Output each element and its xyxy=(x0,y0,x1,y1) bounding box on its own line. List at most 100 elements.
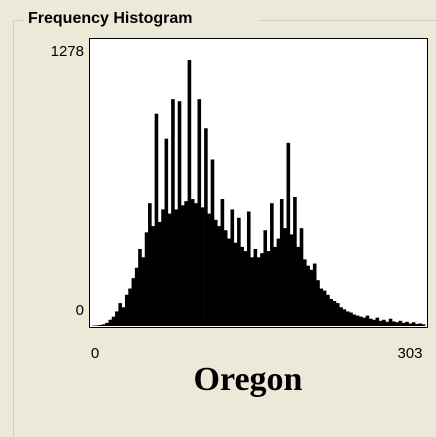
bar xyxy=(184,201,188,326)
title-backdrop xyxy=(24,8,258,30)
bar xyxy=(161,209,165,326)
bar xyxy=(194,203,198,326)
bar xyxy=(388,318,393,326)
bar xyxy=(197,99,202,327)
bar xyxy=(319,288,324,326)
bar xyxy=(138,248,142,326)
bar xyxy=(398,320,403,326)
bar xyxy=(395,322,399,326)
bar xyxy=(303,259,307,326)
bar xyxy=(283,228,287,326)
bar xyxy=(296,246,301,326)
bar xyxy=(266,251,271,326)
bar xyxy=(392,321,396,326)
x-tick-label: 0 xyxy=(91,345,99,362)
group-title: Frequency Histogram xyxy=(28,10,192,27)
bar xyxy=(134,267,139,326)
bar xyxy=(98,324,103,326)
bar xyxy=(375,317,380,326)
bar xyxy=(339,307,343,326)
bar xyxy=(345,311,350,326)
bar xyxy=(322,290,327,326)
bar xyxy=(230,209,235,326)
bar xyxy=(105,322,109,326)
bar xyxy=(220,199,225,326)
bar xyxy=(124,294,129,326)
bar xyxy=(174,209,179,326)
bar xyxy=(382,319,386,326)
bar xyxy=(418,323,423,326)
bar xyxy=(378,320,383,326)
bar xyxy=(332,301,337,326)
bar xyxy=(256,257,261,326)
bar xyxy=(260,253,264,326)
bar xyxy=(118,303,122,326)
bar xyxy=(148,203,152,326)
bar xyxy=(349,312,353,326)
bar xyxy=(171,99,175,327)
bar xyxy=(177,101,182,326)
bar xyxy=(250,257,254,326)
bar xyxy=(279,199,284,326)
bar xyxy=(115,311,119,326)
bar xyxy=(316,280,320,326)
bar xyxy=(181,205,185,326)
bar xyxy=(246,211,251,326)
bar xyxy=(111,316,116,326)
y-tick-label: 1278 xyxy=(51,43,84,60)
bar xyxy=(312,263,317,326)
bar xyxy=(95,325,99,326)
bar xyxy=(270,203,274,326)
bar xyxy=(167,213,172,326)
bar xyxy=(207,213,211,326)
bar xyxy=(233,242,238,326)
bar xyxy=(131,278,136,326)
bar xyxy=(342,309,347,326)
bar xyxy=(415,323,419,326)
bar xyxy=(101,324,106,326)
bar xyxy=(408,323,413,326)
bar xyxy=(223,230,228,326)
bar xyxy=(365,315,370,326)
bar xyxy=(154,113,159,327)
bar xyxy=(151,226,155,326)
bar xyxy=(355,315,360,326)
bar xyxy=(240,246,244,326)
bar xyxy=(421,324,426,326)
bar xyxy=(309,269,314,326)
bar xyxy=(263,230,268,326)
bar xyxy=(299,228,304,326)
bar xyxy=(385,321,390,326)
bar xyxy=(237,217,241,326)
bar xyxy=(164,138,169,326)
bar xyxy=(276,238,281,326)
bar xyxy=(352,314,357,326)
bar xyxy=(335,303,340,326)
y-tick-label: 0 xyxy=(76,302,84,319)
bar xyxy=(273,246,277,326)
bar xyxy=(190,199,195,326)
bar xyxy=(372,319,376,326)
bar xyxy=(243,251,248,326)
bar xyxy=(200,207,205,326)
bar xyxy=(405,321,409,326)
annotation: Oregon xyxy=(194,361,303,398)
bar xyxy=(128,288,132,326)
bar xyxy=(187,60,192,326)
bar xyxy=(329,298,333,326)
bar xyxy=(293,196,297,326)
x-tick-label: 303 xyxy=(397,345,422,362)
bar xyxy=(157,221,162,326)
bar xyxy=(253,248,258,326)
bar xyxy=(368,318,373,326)
bar xyxy=(121,307,126,326)
bar xyxy=(141,257,146,326)
bar xyxy=(227,238,231,326)
bar xyxy=(213,219,218,326)
bar xyxy=(326,294,330,326)
bar xyxy=(359,316,363,326)
bar xyxy=(286,142,291,326)
bar xyxy=(108,319,113,326)
bar xyxy=(411,322,416,326)
